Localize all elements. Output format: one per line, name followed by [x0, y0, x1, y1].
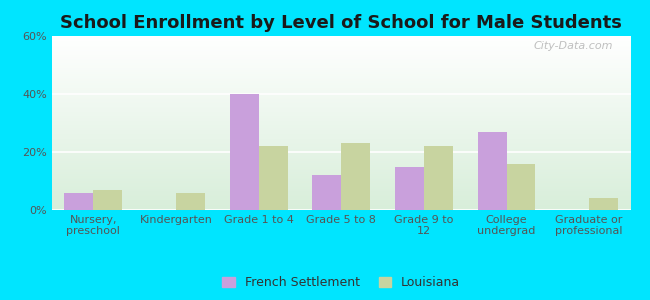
Bar	[478, 132, 506, 210]
Bar	[506, 164, 536, 210]
Bar	[229, 94, 259, 210]
Bar	[589, 198, 618, 210]
Bar	[64, 193, 94, 210]
Title: School Enrollment by Level of School for Male Students: School Enrollment by Level of School for…	[60, 14, 622, 32]
Bar	[176, 193, 205, 210]
Bar	[94, 190, 122, 210]
Bar	[312, 175, 341, 210]
Bar	[341, 143, 370, 210]
Bar	[259, 146, 287, 210]
Text: City-Data.com: City-Data.com	[534, 41, 613, 51]
Bar	[395, 167, 424, 210]
Bar	[424, 146, 453, 210]
Legend: French Settlement, Louisiana: French Settlement, Louisiana	[217, 271, 465, 294]
